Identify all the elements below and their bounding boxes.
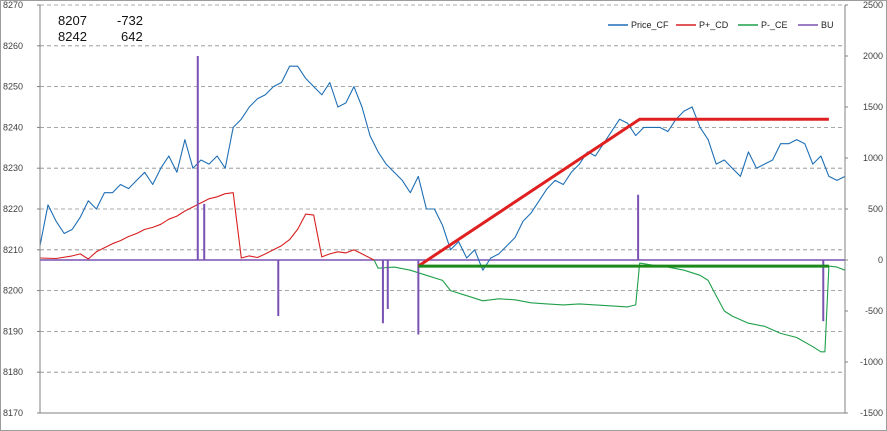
legend-label-p-plus-cd: P+_CD [699, 20, 729, 30]
y-left-tick-label: 8200 [3, 286, 23, 296]
readout-box: 8207 -732 8242 642 [58, 13, 143, 44]
trend-line-red [417, 117, 829, 268]
legend-label-bu: BU [821, 20, 834, 30]
y-right-tick-label: -1500 [860, 408, 883, 418]
y-right-tick-label: -500 [865, 306, 883, 316]
y-left-tick-label: 8170 [3, 408, 23, 418]
series-layer [39, 56, 846, 353]
y-left-tick-label: 8230 [3, 163, 23, 173]
y-left-tick-label: 8210 [3, 245, 23, 255]
series-line-price-cf [39, 65, 846, 271]
y-left-tick-label: 8260 [3, 41, 23, 51]
y-left-tick-label: 8220 [3, 204, 23, 214]
y-right-tick-label: 1000 [863, 153, 883, 163]
y-left-tick-label: 8240 [3, 122, 23, 132]
y-right-tick-label: 500 [868, 204, 883, 214]
legend-label-p-minus-ce: P-_CE [761, 20, 788, 30]
readout-row2-right: 642 [121, 29, 143, 44]
legend-label-price-cf: Price_CF [631, 20, 669, 30]
legend: Price_CF P+_CD P-_CE BU [608, 20, 834, 30]
trend-layer [417, 117, 829, 268]
series-line-p-ce [373, 259, 846, 353]
y-right-tick-label: 2500 [863, 0, 883, 10]
y-left-tick-label: 8270 [3, 0, 23, 10]
y-right-tick-label: -1000 [860, 357, 883, 367]
legend-item-p-plus-cd: P+_CD [676, 20, 729, 30]
readout-row2-left: 8242 [58, 29, 87, 44]
y-left-tick-label: 8180 [3, 367, 23, 377]
legend-item-bu: BU [798, 20, 834, 30]
series-line-p-cd [39, 192, 375, 261]
readout-row1-left: 8207 [58, 13, 87, 28]
y-left-tick-label: 8190 [3, 326, 23, 336]
y-left-tick-label: 8250 [3, 82, 23, 92]
y-right-tick-label: 1500 [863, 102, 883, 112]
legend-item-p-minus-ce: P-_CE [738, 20, 788, 30]
readout-row1-right: -732 [117, 13, 143, 28]
axes: 8270 8260 8250 8240 8230 8220 8210 8200 8190 8180… [3, 0, 883, 418]
legend-item-price-cf: Price_CF [608, 20, 669, 30]
y-right-tick-label: 2000 [863, 51, 883, 61]
y-right-tick-label: 0 [878, 255, 883, 265]
